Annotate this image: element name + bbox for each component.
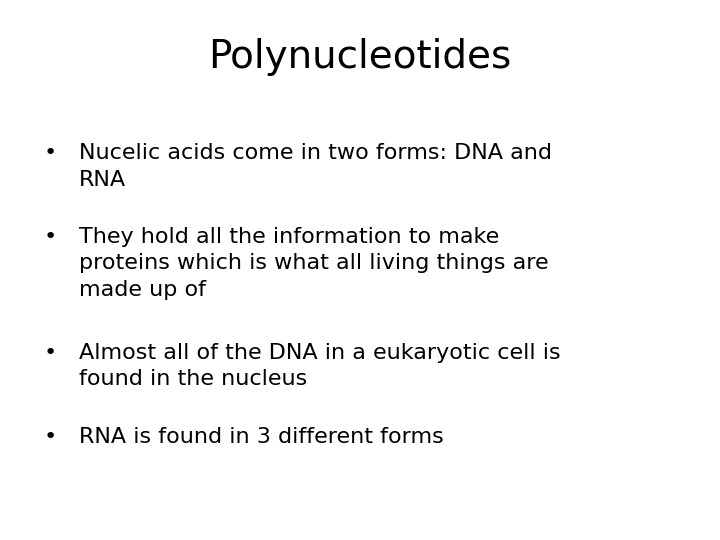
Text: •: • — [44, 143, 57, 163]
Text: •: • — [44, 343, 57, 363]
Text: •: • — [44, 427, 57, 447]
Text: •: • — [44, 227, 57, 247]
Text: They hold all the information to make
proteins which is what all living things a: They hold all the information to make pr… — [79, 227, 549, 300]
Text: Nucelic acids come in two forms: DNA and
RNA: Nucelic acids come in two forms: DNA and… — [79, 143, 552, 190]
Text: RNA is found in 3 different forms: RNA is found in 3 different forms — [79, 427, 444, 447]
Text: Almost all of the DNA in a eukaryotic cell is
found in the nucleus: Almost all of the DNA in a eukaryotic ce… — [79, 343, 561, 389]
Text: Polynucleotides: Polynucleotides — [208, 38, 512, 76]
